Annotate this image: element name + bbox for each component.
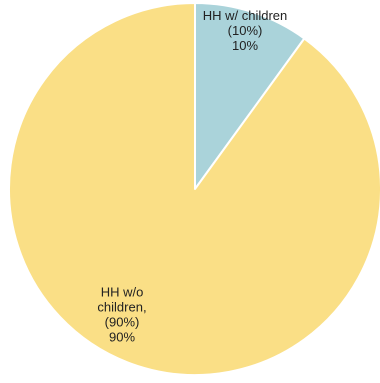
slice-label-line: (10%)	[228, 23, 263, 38]
slice-label-line: 10%	[232, 38, 258, 53]
slice-label-line: HH w/ children	[203, 8, 288, 23]
pie-slices	[8, 2, 380, 376]
pie-slice-hh-without-children	[8, 2, 380, 376]
slice-label-line: children,	[97, 300, 146, 315]
slice-label-hh-without-children: HH w/o children, (90%) 90%	[97, 285, 146, 345]
slice-label-line: 90%	[109, 330, 135, 345]
pie-slice-hh-with-children	[194, 2, 306, 190]
slice-label-line: (90%)	[105, 315, 140, 330]
pie-labels: HH w/ children (10%) 10% HH w/o children, (90…	[97, 8, 287, 345]
slice-label-line: HH w/o	[101, 285, 144, 300]
slice-label-hh-with-children: HH w/ children (10%) 10%	[203, 8, 288, 53]
